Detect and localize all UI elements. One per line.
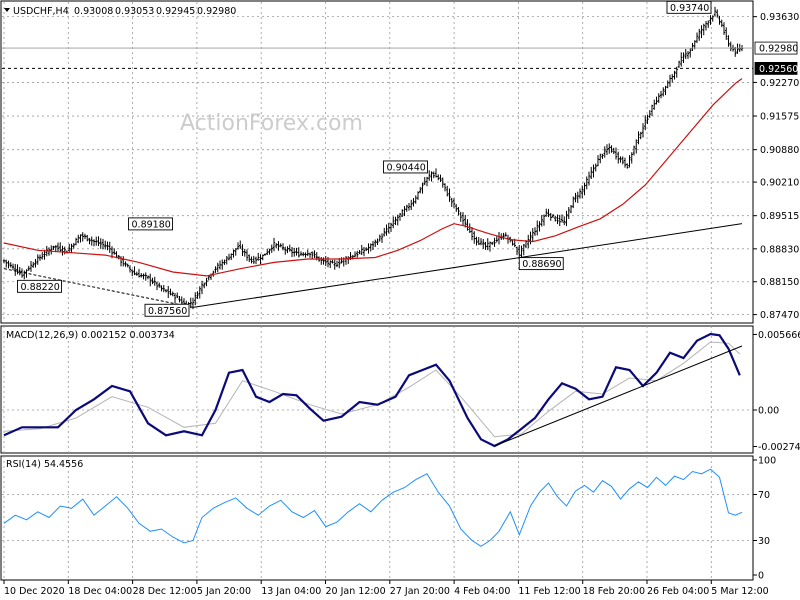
callout-box bbox=[144, 303, 190, 317]
macd-trend-line bbox=[494, 345, 743, 447]
price-callouts: 0.88220 0.89180 0.87560 0.90440 0.88690 0.937… bbox=[17, 0, 712, 317]
rsi-tick-label: 70 bbox=[758, 490, 770, 501]
price-tick-label: 0.90880 bbox=[760, 145, 799, 156]
price-tick-label: 0.88830 bbox=[760, 244, 799, 255]
price-tick-label: 0.93630 bbox=[760, 12, 799, 23]
dashed-support-line bbox=[3, 268, 194, 308]
header-high: 0.93053 bbox=[115, 6, 154, 17]
callout-label: 0.93740 bbox=[670, 3, 709, 14]
price-grid bbox=[2, 2, 752, 322]
price-tick-label: 0.87470 bbox=[760, 310, 799, 321]
symbol-label: USDCHF,H4 bbox=[13, 6, 69, 17]
rising-support-line bbox=[192, 223, 743, 308]
header-collapse-icon[interactable] bbox=[4, 8, 10, 12]
price-panel: ActionForex.com USDCHF,H4 0.93008 0.9305… bbox=[0, 0, 799, 324]
time-tick-label: 18 Dec 04:00 bbox=[68, 586, 132, 597]
level-price-tag bbox=[754, 62, 798, 75]
time-tick-label: 13 Jan 04:00 bbox=[261, 586, 321, 597]
watermark: ActionForex.com bbox=[180, 111, 363, 136]
callout-label: 0.88220 bbox=[21, 282, 60, 293]
rsi-line bbox=[3, 468, 743, 547]
macd-panel-frame bbox=[0, 325, 754, 454]
macd-signal-line bbox=[3, 341, 741, 438]
time-tick-label: 18 Feb 20:00 bbox=[583, 586, 645, 597]
chart-header: USDCHF,H4 0.93008 0.93053 0.92945 0.9298… bbox=[4, 6, 236, 17]
price-tags: 0.92980 0.92560 bbox=[754, 41, 798, 75]
time-tick-label: 27 Jan 20:00 bbox=[390, 586, 450, 597]
price-tick-label: 0.92270 bbox=[760, 78, 799, 89]
price-tick-label: 0.88150 bbox=[760, 277, 799, 288]
callout-label: 0.90440 bbox=[387, 162, 426, 173]
macd-tick-label: 0.005666 bbox=[758, 330, 800, 341]
callout-label: 0.88690 bbox=[522, 259, 561, 270]
time-tick-label: 4 Feb 04:00 bbox=[454, 586, 510, 597]
current-price-tag bbox=[754, 41, 798, 55]
macd-axis: 0.005666 0.00 -0.002741 bbox=[753, 330, 800, 453]
time-tick-label: 28 Dec 12:00 bbox=[133, 586, 197, 597]
time-tick-label: 26 Feb 04:00 bbox=[647, 586, 709, 597]
macd-tick-label: -0.002741 bbox=[758, 442, 800, 453]
moving-average-line bbox=[3, 78, 743, 277]
price-axis: 0.93630 0.92270 0.91575 0.90880 0.90210 0.895… bbox=[753, 12, 799, 321]
time-tick-label: 20 Jan 12:00 bbox=[326, 586, 386, 597]
price-panel-frame bbox=[0, 0, 754, 324]
time-tick-label: 11 Feb 12:00 bbox=[518, 586, 580, 597]
macd-grid bbox=[2, 326, 752, 454]
callout-box bbox=[518, 257, 564, 271]
header-low: 0.92945 bbox=[156, 6, 195, 17]
callout-box bbox=[128, 217, 173, 231]
level-price-tag-label: 0.92560 bbox=[759, 64, 798, 75]
price-tick-label: 0.89515 bbox=[760, 211, 799, 222]
macd-main-line bbox=[3, 332, 741, 448]
rsi-axis: 100 70 30 0 bbox=[753, 456, 776, 582]
callout-label: 0.89180 bbox=[132, 219, 171, 230]
callout-box bbox=[666, 0, 712, 14]
rsi-tick-label: 100 bbox=[758, 456, 776, 467]
rsi-tick-label: 30 bbox=[758, 536, 770, 547]
callout-label: 0.87560 bbox=[148, 306, 187, 317]
time-axis: 10 Dec 2020 18 Dec 04:00 28 Dec 12:00 5 Jan… bbox=[3, 580, 769, 597]
header-open: 0.93008 bbox=[74, 6, 113, 17]
rsi-panel-frame bbox=[0, 455, 754, 581]
rsi-grid bbox=[2, 456, 752, 579]
macd-panel: MACD(12,26,9) 0.002152 0.003734 0.005666… bbox=[0, 325, 800, 454]
header-close: 0.92980 bbox=[197, 6, 236, 17]
macd-label: MACD(12,26,9) 0.002152 0.003734 bbox=[6, 330, 175, 341]
support-lines bbox=[3, 223, 743, 308]
time-tick-label: 5 Jan 20:00 bbox=[197, 586, 251, 597]
macd-tick-label: 0.00 bbox=[758, 406, 779, 417]
time-tick-label: 5 Mar 12:00 bbox=[711, 586, 768, 597]
rsi-label: RSI(14) 54.4556 bbox=[6, 459, 83, 470]
rsi-tick-label: 0 bbox=[758, 571, 764, 582]
callout-box bbox=[17, 279, 62, 293]
rsi-panel: RSI(14) 54.4556 100 70 30 0 bbox=[0, 455, 776, 582]
callout-box bbox=[383, 160, 428, 174]
time-tick-label: 10 Dec 2020 bbox=[4, 586, 65, 597]
current-price-tag-label: 0.92980 bbox=[759, 44, 798, 55]
price-tick-label: 0.90210 bbox=[760, 178, 799, 189]
price-tick-label: 0.91575 bbox=[760, 112, 799, 123]
